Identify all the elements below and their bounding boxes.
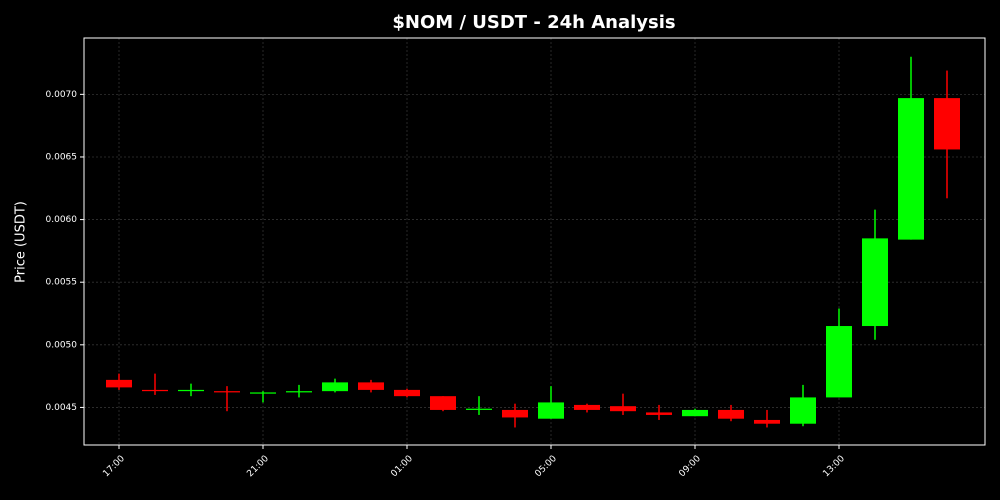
y-axis-label: Price (USDT) — [14, 201, 29, 283]
candle-body — [826, 326, 852, 398]
candle-body — [214, 391, 240, 393]
candle-body — [178, 389, 204, 392]
candle-body — [466, 408, 492, 410]
candle-body — [430, 396, 456, 410]
candle-body — [718, 409, 744, 419]
y-tick-label: 0.0070 — [46, 90, 78, 100]
candle-body — [322, 382, 348, 392]
candle-body — [898, 98, 924, 240]
candle-body — [646, 412, 672, 415]
plot-frame — [83, 37, 986, 446]
candle-body — [538, 402, 564, 419]
candle-body — [142, 389, 168, 392]
candle-body — [358, 382, 384, 390]
candle-body — [754, 419, 780, 424]
y-tick-label: 0.0060 — [46, 215, 78, 225]
candle-body — [934, 98, 960, 150]
candle-body — [790, 397, 816, 424]
candle-body — [394, 389, 420, 397]
y-tick-label: 0.0055 — [46, 278, 78, 288]
y-tick-label: 0.0050 — [46, 340, 78, 350]
candle-body — [250, 392, 276, 394]
y-tick-label: 0.0065 — [46, 152, 78, 162]
candle-body — [106, 379, 132, 388]
candle-body — [682, 409, 708, 417]
candle-body — [574, 404, 600, 410]
candle-body — [502, 409, 528, 418]
chart-title: $NOM / USDT - 24h Analysis — [392, 12, 675, 33]
candle-body — [862, 238, 888, 327]
candle-body — [610, 406, 636, 412]
candle-body — [286, 391, 312, 393]
y-tick-label: 0.0045 — [46, 403, 78, 413]
